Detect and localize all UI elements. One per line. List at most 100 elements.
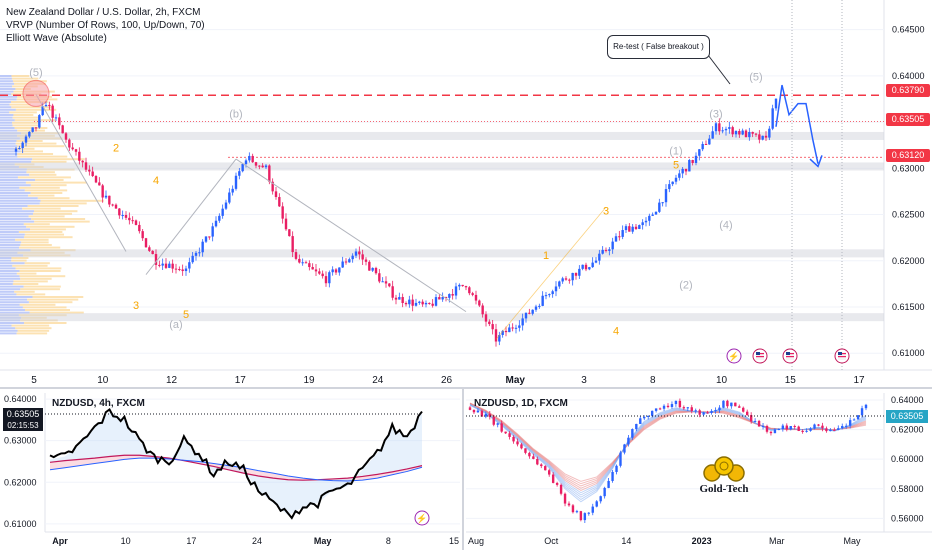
elliott-wave-label: (a) [169,319,182,331]
volume-bar-down [27,298,79,301]
elliott-wave-label: (4) [719,219,732,231]
left-x-tick-label: 15 [449,536,459,546]
volume-bar-up [0,121,13,124]
elliott-wave-label: 4 [153,175,159,187]
right-ma-ribbon-line [469,404,867,503]
right-candle-body [599,496,602,502]
candle-body [31,127,34,132]
volume-bar-down [15,108,57,111]
right-candle-body [631,429,634,438]
volume-bar-up [0,80,13,83]
main-legend: New Zealand Dollar / U.S. Dollar, 2h, FX… [6,6,205,45]
candle-body [121,215,124,217]
volume-bar-down [12,121,40,124]
legend-elliott[interactable]: Elliott Wave (Absolute) [6,33,107,44]
candle-body [638,225,641,229]
volume-bar-down [21,241,49,244]
main-y-tick-label: 0.62000 [892,256,925,266]
candle-body [334,269,338,273]
candle-body [468,287,471,294]
volume-bar-down [11,257,29,259]
volume-bar-down [14,127,48,129]
legend-vrvp[interactable]: VRVP (Number Of Rows, 100, Up/Down, 70) [6,20,205,31]
volume-bar-down [19,303,56,306]
right-candle-body [607,480,610,488]
candle-body [681,168,684,174]
volume-bar-down [37,197,70,200]
legend-symbol[interactable]: New Zealand Dollar / U.S. Dollar, 2h, FX… [6,7,201,18]
candle-body [54,117,58,119]
candle-body [71,147,74,150]
candle-body [364,259,368,262]
left-y-tick-label: 0.64000 [4,394,37,404]
elliott-wave-label: 3 [133,300,139,312]
candle-body [254,162,258,166]
candle-body [634,226,638,229]
candle-body [734,131,738,135]
left-y-tick-label: 0.63000 [4,436,37,446]
candle-body [411,299,414,306]
volume-bar-up [0,176,18,179]
candle-body [538,305,541,307]
volume-bar-down [13,114,34,116]
volume-bar-down [39,202,87,205]
right-y-tick-label: 0.64000 [891,395,924,405]
candle-body [768,128,771,138]
volume-bar-down [32,296,84,298]
candle-body [351,255,354,260]
right-candle-body [643,416,646,419]
right-candle-body [686,407,689,409]
candle-body [291,236,294,253]
volume-bar-down [19,186,60,189]
candle-body [381,281,384,283]
candle-body [91,171,94,177]
right-candle-body [488,413,491,417]
candle-body [648,215,651,221]
candle-body [474,294,478,301]
elliott-wave-label: (5) [749,71,762,83]
right-candle-body [793,426,796,428]
candle-body [478,300,481,306]
right-candle-body [742,407,745,412]
candle-body [458,284,461,287]
candle-body [521,318,524,326]
candle-body [568,279,571,281]
right-candle-body [623,444,626,453]
candle-body [571,272,574,281]
candle-body [484,314,488,322]
candle-body [374,267,378,274]
support-resistance-zone [0,313,884,322]
candle-body [338,267,341,273]
right-ma-ribbon-line [469,403,867,489]
main-panel-bg [0,0,932,390]
right-y-tick-label: 0.56000 [891,513,924,523]
right-candle-body [516,441,519,445]
main-x-tick-label: 26 [441,375,453,386]
right-candle-body [718,407,721,411]
right-candle-body [781,425,785,429]
volume-bar-down [16,332,48,335]
volume-bar-down [19,246,61,249]
candle-body [688,159,691,172]
volume-bar-up [0,103,10,106]
volume-bar-up [0,301,29,304]
candle-body [574,272,578,276]
right-candle-body [619,452,622,466]
right-candle-body [476,410,480,413]
volume-bar-up [0,85,13,88]
volume-bar-down [34,210,78,213]
right-candle-body [690,407,693,411]
candle-body [494,329,498,342]
volume-bar-down [28,215,65,218]
volume-bar-up [0,127,15,129]
volume-bar-down [19,275,66,278]
volume-bar-up [0,303,20,306]
volume-bar-up [0,106,12,109]
candle-body [738,131,741,135]
right-candle-body [468,407,472,410]
earnings-event-icon [726,348,742,364]
candle-body [51,105,54,118]
elliott-wave-label: (5) [29,67,42,79]
